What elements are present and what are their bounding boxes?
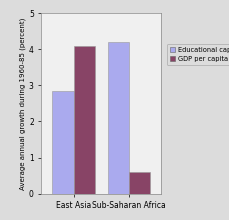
Legend: Educational capital growth, GDP per capita growth: Educational capital growth, GDP per capi…	[166, 44, 229, 65]
Bar	[52, 91, 73, 194]
Bar	[73, 46, 94, 194]
Y-axis label: Average annual growth during 1960-85 (percent): Average annual growth during 1960-85 (pe…	[19, 17, 26, 190]
Bar	[128, 172, 149, 194]
Bar	[107, 42, 128, 194]
